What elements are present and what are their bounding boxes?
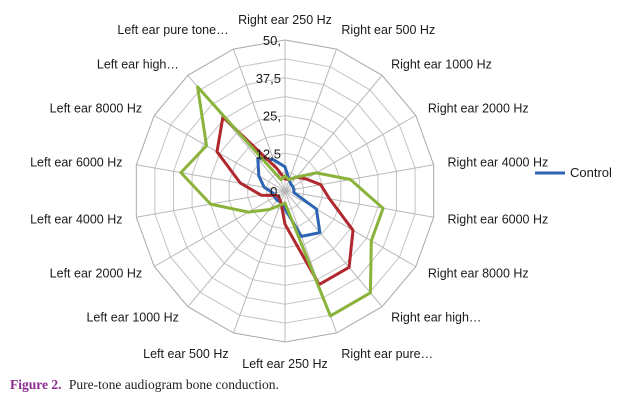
- axis-label: Right ear high…: [391, 310, 481, 324]
- grid-spoke: [284, 74, 383, 192]
- grid-spoke: [153, 190, 286, 267]
- axis-label: Left ear 8000 Hz: [50, 102, 142, 116]
- grid-spoke: [232, 190, 286, 334]
- grid-spoke: [136, 164, 286, 192]
- axis-label: Right ear 250 Hz: [238, 13, 332, 27]
- axis-label: Left ear 1000 Hz: [86, 310, 178, 324]
- grid-spoke: [284, 190, 434, 218]
- axis-label: Left ear 500 Hz: [143, 347, 228, 361]
- axis-label: Left ear 250 Hz: [242, 357, 327, 371]
- series-line-1: [215, 115, 355, 287]
- series-line-2: [179, 85, 385, 318]
- axis-label: Left ear 6000 Hz: [30, 155, 122, 169]
- series-line-0: [256, 157, 322, 238]
- tick-label: 37,5: [256, 71, 281, 86]
- axis-label: Right ear 1000 Hz: [391, 58, 492, 72]
- legend-entry: Control: [570, 165, 612, 180]
- radar-chart: 0, 12,5 25, 37,5 50, Right ear 250 Hz Right ea…: [30, 13, 612, 371]
- axis-label: Left ear 4000 Hz: [30, 213, 122, 227]
- axis-label: Left ear pure tone…: [117, 23, 228, 37]
- tick-label: 12,5: [256, 146, 281, 161]
- grid-spoke: [284, 48, 338, 192]
- caption-text: Pure-tone audiogram bone conduction.: [68, 377, 279, 392]
- axis-label: Right ear 2000 Hz: [428, 102, 529, 116]
- tick-label: 50,: [263, 33, 281, 48]
- axis-label: Right ear 500 Hz: [341, 23, 435, 37]
- axis-label: Right ear 4000 Hz: [448, 155, 549, 169]
- figure-label: Figure 2.: [10, 377, 62, 392]
- tick-label: 0,: [270, 184, 281, 199]
- axis-label: Left ear high…: [97, 58, 179, 72]
- axis-label: Right ear 6000 Hz: [448, 213, 549, 227]
- grid-spoke: [284, 190, 383, 308]
- tick-label: 25,: [263, 109, 281, 124]
- figure-caption: Figure 2. Pure-tone audiogram bone condu…: [10, 377, 279, 393]
- grid-spoke: [284, 164, 434, 192]
- axis-label: Left ear 2000 Hz: [50, 267, 142, 281]
- axis-label: Right ear 8000 Hz: [428, 267, 529, 281]
- axis-label: Right ear pure…: [341, 347, 433, 361]
